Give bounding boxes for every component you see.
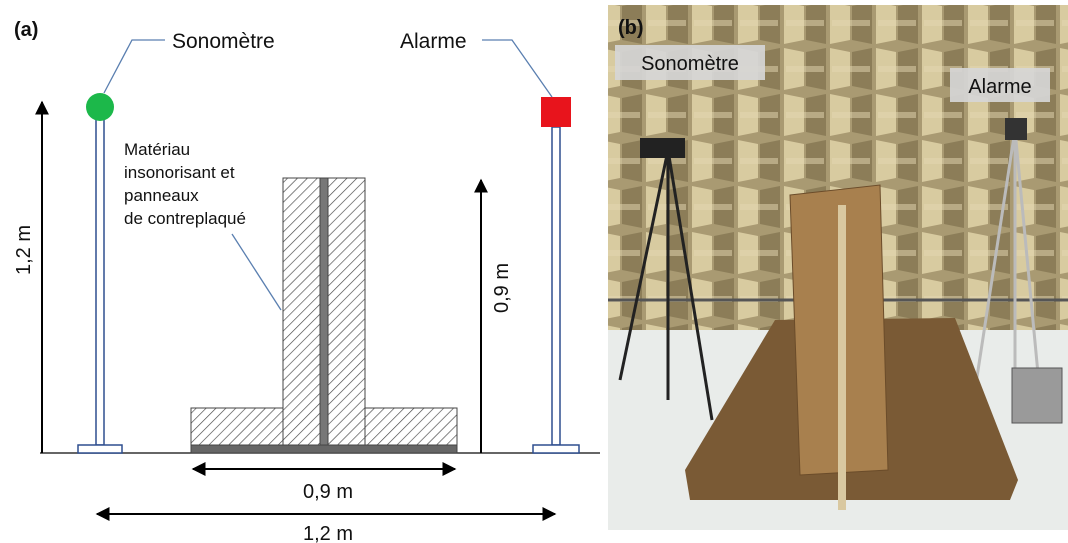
tripod (618, 149, 714, 421)
sonometre-label: Sonomètre (172, 30, 275, 53)
sonometre-label: Sonomètre (641, 53, 739, 75)
plywood-panel (838, 205, 846, 510)
sound-meter (640, 138, 685, 158)
panel-label: (b) (618, 17, 644, 39)
pole-height-label: 1,2 m (13, 225, 35, 275)
material-label: Matériau insonorisant et panneaux de con… (124, 140, 246, 228)
equipment (1011, 367, 1063, 424)
plywood-panel (319, 177, 329, 446)
alarm (1005, 118, 1027, 140)
callout-line (231, 233, 282, 311)
total-width-label: 1,2 m (303, 523, 353, 543)
pole-base (532, 444, 580, 454)
label-box (950, 68, 1050, 102)
panel-b: (b) Sonomètre Alarme (608, 5, 1068, 530)
pole (551, 126, 561, 446)
base-board (190, 444, 458, 454)
base-width-label: 0,9 m (303, 481, 353, 503)
label-box (615, 45, 765, 80)
wall-height-label: 0,9 m (491, 263, 513, 313)
panel-label: (a) (14, 19, 38, 41)
pole-base (77, 444, 123, 454)
alarme-label: Alarme (968, 76, 1031, 98)
pole (95, 111, 105, 446)
alarme-label: Alarme (400, 30, 467, 53)
panel-a: (a) 1,2 m Sonomètre Alarme Matériau inso… (13, 19, 600, 543)
alarm (541, 97, 571, 127)
sound-meter (86, 93, 114, 121)
callout-line (103, 39, 165, 94)
tripod (973, 129, 1042, 396)
callout-line (482, 39, 553, 98)
